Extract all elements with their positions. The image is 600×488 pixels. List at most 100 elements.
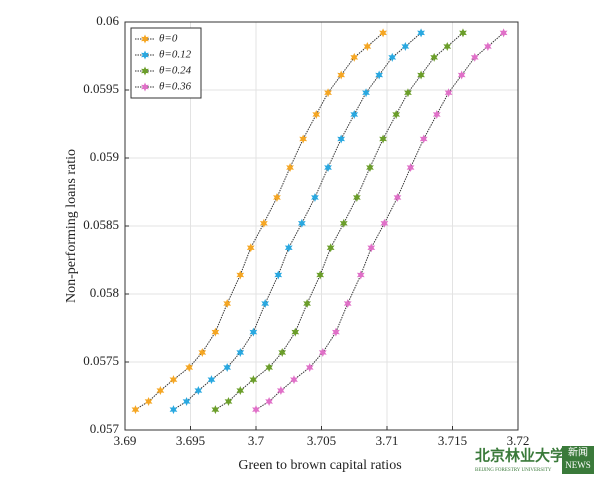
marker [291, 327, 300, 337]
marker [366, 163, 374, 173]
marker [276, 386, 285, 396]
legend-marker [141, 82, 149, 92]
marker [417, 28, 425, 38]
marker [316, 270, 325, 280]
marker [198, 347, 207, 357]
marker [284, 243, 293, 253]
marker [299, 134, 308, 144]
plot-frame [124, 21, 519, 431]
marker [274, 270, 283, 280]
marker [324, 88, 332, 98]
marker [194, 386, 203, 396]
marker [265, 362, 273, 372]
marker [406, 163, 415, 173]
marker [290, 375, 298, 385]
watermark-badge-box [562, 446, 594, 474]
marker [265, 396, 273, 406]
watermark-subtitle: BEIJING FORESTRY UNIVERSITY [475, 468, 552, 473]
marker [483, 41, 492, 51]
y-tick-label: 0.059 [90, 149, 119, 164]
y-tick-label: 0.0585 [83, 217, 119, 232]
marker [350, 52, 359, 62]
marker [356, 270, 365, 280]
marker [185, 362, 194, 372]
x-tick-label: 3.695 [176, 433, 205, 448]
marker [432, 109, 441, 119]
marker [211, 327, 220, 337]
legend-marker [141, 66, 149, 76]
marker [246, 243, 255, 253]
marker [236, 347, 245, 357]
marker [379, 134, 387, 144]
marker [430, 52, 439, 62]
legend-label: θ=0.12 [159, 49, 192, 61]
series-line [173, 32, 422, 411]
marker [278, 347, 287, 357]
marker [417, 70, 425, 80]
legend-label: θ=0.24 [159, 65, 192, 77]
marker [131, 405, 140, 415]
x-tick-label: 3.705 [307, 433, 336, 448]
marker [182, 396, 191, 406]
marker [236, 386, 245, 396]
marker [324, 163, 332, 173]
marker [303, 299, 311, 309]
marker [343, 299, 352, 309]
marker [223, 299, 232, 309]
marker [311, 192, 319, 202]
marker [419, 134, 428, 144]
x-tick-label: 3.72 [507, 433, 530, 448]
marker [223, 362, 232, 372]
marker [305, 362, 314, 372]
y-tick-label: 0.0595 [83, 81, 119, 96]
marker [443, 41, 452, 51]
marker [156, 386, 165, 396]
x-tick-label: 3.71 [376, 433, 399, 448]
x-tick-label: 3.715 [438, 433, 467, 448]
series-line [255, 32, 504, 411]
legend-label: θ=0 [159, 33, 178, 45]
watermark: 北京林业大学 BEIJING FORESTRY UNIVERSITY 新闻 NE… [475, 445, 594, 474]
marker [211, 405, 220, 415]
watermark-badge: 新闻 [568, 445, 588, 458]
marker [379, 28, 387, 38]
marker [297, 218, 306, 228]
marker [363, 41, 372, 51]
x-tick-label: 3.69 [114, 433, 137, 448]
y-tick-label: 0.058 [90, 285, 119, 300]
x-axis-label: Green to brown capital ratios [238, 458, 401, 473]
marker [169, 405, 178, 415]
legend-marker [141, 34, 149, 44]
marker [169, 375, 178, 385]
marker [249, 327, 258, 337]
legend-marker [141, 50, 149, 60]
watermark-name: 北京林业大学 [475, 446, 565, 464]
watermark-badge-sub: NEWS [565, 460, 591, 470]
marker [499, 28, 508, 38]
x-tick-label: 3.7 [248, 433, 265, 448]
marker [362, 88, 370, 98]
marker [312, 109, 321, 119]
marker [252, 405, 260, 415]
marker [332, 327, 340, 337]
marker [286, 163, 294, 173]
marker [318, 347, 327, 357]
marker [457, 70, 466, 80]
marker [392, 109, 401, 119]
y-tick-label: 0.0575 [83, 353, 119, 368]
marker [236, 270, 245, 280]
marker [249, 375, 258, 385]
marker [144, 396, 153, 406]
marker [367, 243, 376, 253]
marker [393, 192, 402, 202]
marker [380, 218, 389, 228]
y-tick-label: 0.057 [90, 421, 120, 436]
marker [261, 299, 270, 309]
marker [339, 218, 348, 228]
marker [337, 134, 346, 144]
marker [326, 243, 335, 253]
marker [350, 109, 359, 119]
y-axis-label: Non-performing loans ratio [64, 149, 79, 303]
marker [207, 375, 216, 385]
